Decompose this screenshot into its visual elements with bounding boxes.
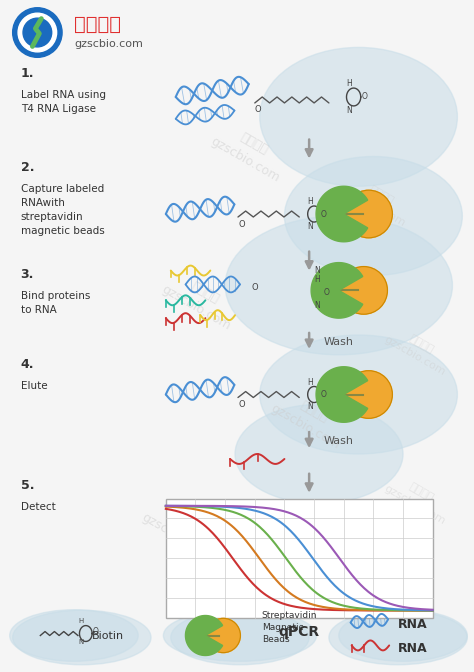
Text: N: N bbox=[307, 402, 313, 411]
Circle shape bbox=[23, 18, 52, 47]
Text: qPCR: qPCR bbox=[279, 624, 320, 638]
Text: 赛诚生物
gzscbio.com: 赛诚生物 gzscbio.com bbox=[209, 119, 291, 184]
Ellipse shape bbox=[235, 405, 403, 503]
Text: gzscbio.com: gzscbio.com bbox=[74, 40, 143, 50]
Text: N: N bbox=[346, 106, 352, 115]
Ellipse shape bbox=[164, 610, 317, 661]
Text: Biotin: Biotin bbox=[92, 630, 124, 640]
Text: Elute: Elute bbox=[20, 380, 47, 390]
Text: O: O bbox=[321, 390, 327, 399]
Ellipse shape bbox=[329, 610, 467, 665]
Text: O: O bbox=[361, 93, 367, 101]
Text: 2.: 2. bbox=[20, 161, 34, 174]
Circle shape bbox=[13, 8, 62, 57]
Text: H: H bbox=[307, 198, 313, 206]
Text: N: N bbox=[314, 301, 320, 310]
Text: O: O bbox=[321, 210, 327, 218]
Text: 赛诚生物
gzscbio.com: 赛诚生物 gzscbio.com bbox=[268, 386, 350, 452]
Text: O: O bbox=[255, 105, 261, 114]
Polygon shape bbox=[311, 263, 363, 318]
Text: N: N bbox=[78, 640, 83, 645]
Text: H: H bbox=[346, 79, 352, 88]
Text: H: H bbox=[78, 618, 83, 624]
Circle shape bbox=[18, 13, 56, 52]
Ellipse shape bbox=[171, 610, 309, 665]
Text: 赛诚生物
gzscbio.com: 赛诚生物 gzscbio.com bbox=[382, 471, 454, 526]
Text: O: O bbox=[324, 288, 330, 297]
Text: H: H bbox=[314, 276, 320, 284]
Ellipse shape bbox=[225, 216, 453, 355]
Ellipse shape bbox=[260, 48, 457, 186]
Text: O: O bbox=[238, 220, 245, 229]
Circle shape bbox=[340, 267, 387, 314]
Text: Wash: Wash bbox=[324, 337, 354, 347]
Text: 1.: 1. bbox=[20, 67, 34, 80]
Text: 赛诚生物: 赛诚生物 bbox=[74, 15, 121, 34]
Text: 赛诚生物
gzscbio.com: 赛诚生物 gzscbio.com bbox=[382, 323, 454, 378]
Text: 4.: 4. bbox=[20, 358, 34, 371]
Ellipse shape bbox=[13, 610, 151, 665]
Circle shape bbox=[345, 190, 392, 238]
Text: RNA: RNA bbox=[398, 618, 428, 631]
Text: O: O bbox=[238, 401, 245, 409]
Text: 5.: 5. bbox=[20, 478, 34, 492]
Ellipse shape bbox=[284, 157, 462, 276]
Circle shape bbox=[345, 371, 392, 418]
Bar bbox=[166, 499, 433, 618]
Text: Capture labeled
RNAwith
streptavidin
magnetic beads: Capture labeled RNAwith streptavidin mag… bbox=[20, 184, 104, 237]
Text: O: O bbox=[252, 284, 258, 292]
Text: 赛诚生物
gzscbio.com: 赛诚生物 gzscbio.com bbox=[159, 267, 242, 333]
Polygon shape bbox=[316, 367, 368, 422]
Ellipse shape bbox=[9, 610, 138, 661]
Ellipse shape bbox=[339, 610, 467, 661]
Ellipse shape bbox=[260, 335, 457, 454]
Text: 3.: 3. bbox=[20, 269, 34, 282]
Text: O: O bbox=[93, 626, 99, 636]
Text: 赛诚生物
gzscbio.com: 赛诚生物 gzscbio.com bbox=[139, 495, 222, 561]
Text: Detect: Detect bbox=[20, 501, 55, 511]
Circle shape bbox=[206, 618, 240, 653]
Text: H: H bbox=[307, 378, 313, 387]
Text: Streptavidin
Magnetic
Beads: Streptavidin Magnetic Beads bbox=[262, 612, 317, 644]
Polygon shape bbox=[185, 616, 223, 655]
Text: Label RNA using
T4 RNA Ligase: Label RNA using T4 RNA Ligase bbox=[20, 90, 106, 114]
Text: Bind proteins
to RNA: Bind proteins to RNA bbox=[20, 292, 90, 315]
Text: N: N bbox=[307, 222, 313, 230]
Text: N: N bbox=[314, 265, 320, 275]
Text: Wash: Wash bbox=[324, 436, 354, 446]
Text: 赛诚生物
gzscbio.com: 赛诚生物 gzscbio.com bbox=[343, 173, 414, 228]
Text: RNA: RNA bbox=[398, 642, 428, 655]
Polygon shape bbox=[316, 186, 368, 242]
